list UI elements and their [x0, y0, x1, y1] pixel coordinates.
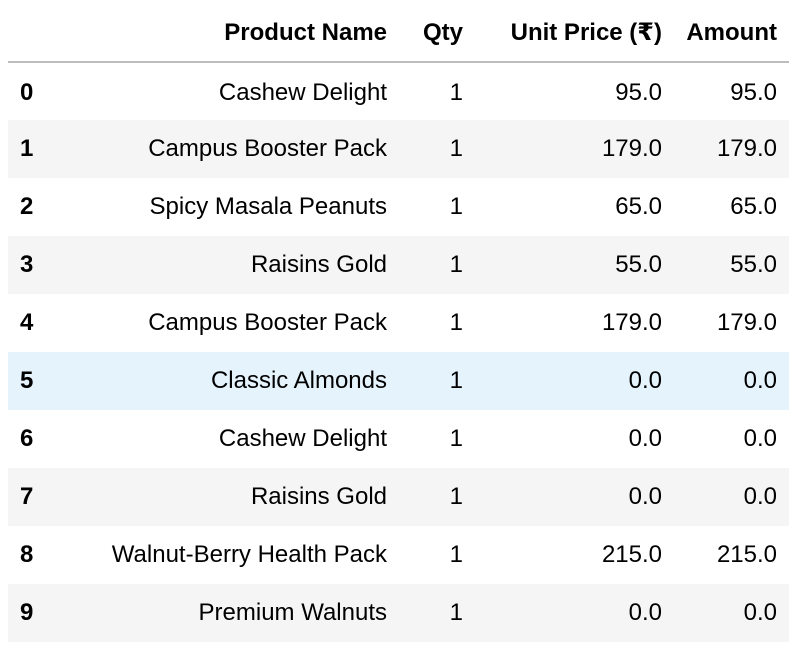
table-row: 7 Raisins Gold 1 0.0 0.0 — [8, 468, 789, 526]
header-row: Product Name Qty Unit Price (₹) Amount — [8, 4, 789, 63]
column-header-product-name: Product Name — [52, 4, 399, 63]
table-row: 5 Classic Almonds 1 0.0 0.0 — [8, 352, 789, 410]
cell-qty: 1 — [449, 78, 463, 106]
cell-product-name: Campus Booster Pack — [148, 135, 387, 162]
cell-unit-price: 0.0 — [628, 425, 662, 452]
table-row: 1 Campus Booster Pack 1 179.0 179.0 — [8, 120, 789, 178]
dataframe-table: Product Name Qty Unit Price (₹) Amount 0… — [8, 4, 789, 642]
table-row: 4 Campus Booster Pack 1 179.0 179.0 — [8, 294, 789, 352]
cell-product-name: Raisins Gold — [250, 251, 387, 278]
cell-product-name: Premium Walnuts — [198, 599, 387, 626]
table-row: 9 Premium Walnuts 1 0.0 0.0 — [8, 584, 789, 642]
row-index: 6 — [20, 425, 34, 452]
cell-product-name: Walnut-Berry Health Pack — [111, 541, 387, 568]
table-row: 3 Raisins Gold 1 55.0 55.0 — [8, 236, 789, 294]
table-header: Product Name Qty Unit Price (₹) Amount — [8, 4, 789, 63]
cell-product-name: Classic Almonds — [210, 367, 387, 394]
row-index: 5 — [20, 367, 34, 394]
cell-amount: 215.0 — [716, 541, 777, 568]
cell-qty: 1 — [449, 193, 463, 220]
cell-product-name: Raisins Gold — [250, 483, 387, 510]
cell-qty: 1 — [449, 367, 463, 394]
cell-amount: 0.0 — [743, 367, 777, 394]
row-index: 3 — [20, 251, 34, 278]
row-index: 1 — [20, 135, 34, 162]
cell-qty: 1 — [449, 483, 463, 510]
cell-unit-price: 0.0 — [628, 483, 662, 510]
row-index: 7 — [20, 483, 34, 510]
table-row: 8 Walnut-Berry Health Pack 1 215.0 215.0 — [8, 526, 789, 584]
cell-unit-price: 215.0 — [601, 541, 662, 568]
row-index: 4 — [20, 309, 34, 336]
column-header-unit-price: Unit Price (₹) — [475, 4, 674, 63]
cell-qty: 1 — [449, 135, 463, 162]
row-index: 8 — [20, 541, 34, 568]
cell-product-name: Cashew Delight — [218, 78, 387, 106]
cell-amount: 65.0 — [730, 193, 777, 220]
cell-amount: 0.0 — [743, 599, 777, 626]
row-index: 9 — [20, 599, 34, 626]
cell-amount: 0.0 — [743, 483, 777, 510]
cell-amount: 55.0 — [730, 251, 777, 278]
cell-qty: 1 — [449, 309, 463, 336]
cell-amount: 95.0 — [730, 78, 777, 106]
column-header-amount: Amount — [674, 4, 789, 63]
table-row: 0 Cashew Delight 1 95.0 95.0 — [8, 62, 789, 120]
cell-qty: 1 — [449, 541, 463, 568]
column-header-qty: Qty — [399, 4, 475, 63]
cell-amount: 0.0 — [743, 425, 777, 452]
cell-amount: 179.0 — [716, 309, 777, 336]
cell-unit-price: 179.0 — [601, 309, 662, 336]
cell-qty: 1 — [449, 425, 463, 452]
row-index: 2 — [20, 193, 34, 220]
cell-qty: 1 — [449, 599, 463, 626]
cell-amount: 179.0 — [716, 135, 777, 162]
table-body: 0 Cashew Delight 1 95.0 95.0 1 Campus Booster … — [8, 62, 789, 642]
cell-unit-price: 95.0 — [615, 78, 662, 106]
dataframe-output: Product Name Qty Unit Price (₹) Amount 0… — [8, 4, 789, 642]
cell-unit-price: 179.0 — [601, 135, 662, 162]
table-row: 6 Cashew Delight 1 0.0 0.0 — [8, 410, 789, 468]
cell-unit-price: 55.0 — [615, 251, 662, 278]
cell-product-name: Campus Booster Pack — [148, 309, 387, 336]
cell-unit-price: 0.0 — [628, 367, 662, 394]
cell-product-name: Cashew Delight — [218, 425, 387, 452]
cell-product-name: Spicy Masala Peanuts — [149, 193, 387, 220]
cell-qty: 1 — [449, 251, 463, 278]
row-index: 0 — [20, 78, 34, 106]
cell-unit-price: 0.0 — [628, 599, 662, 626]
index-header — [8, 4, 52, 63]
cell-unit-price: 65.0 — [615, 193, 662, 220]
table-row: 2 Spicy Masala Peanuts 1 65.0 65.0 — [8, 178, 789, 236]
